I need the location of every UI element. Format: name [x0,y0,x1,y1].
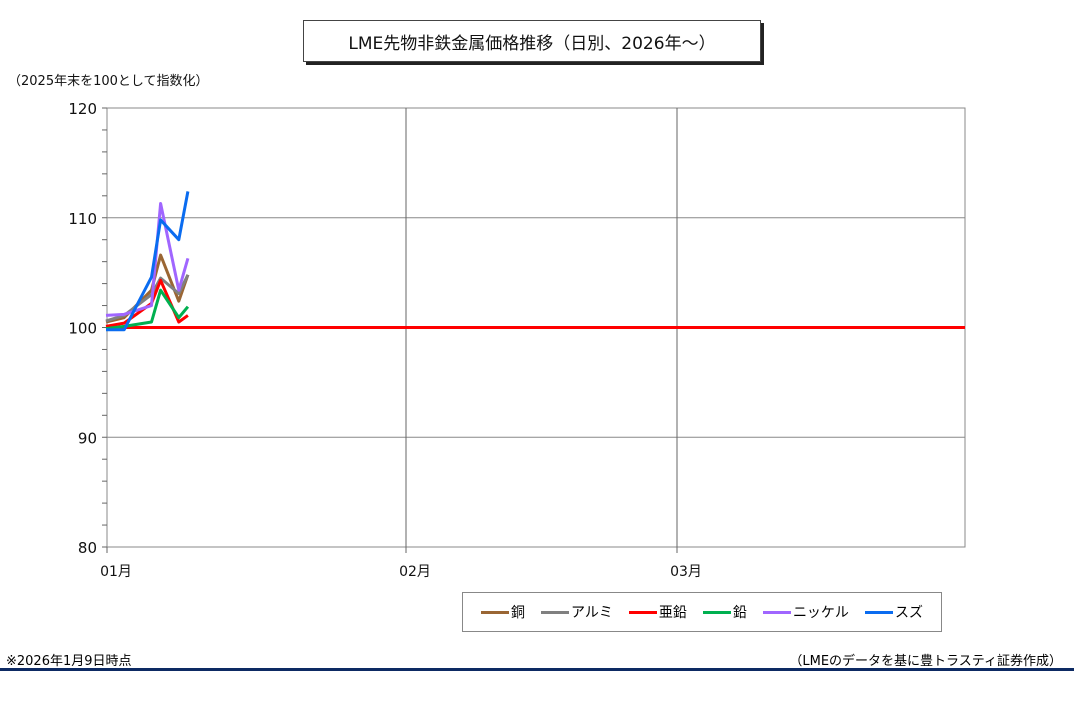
legend-item: アルミ [541,602,613,622]
legend-swatch [541,610,570,614]
legend-item: ニッケル [762,602,849,622]
y-axis-unit-label: （2025年末を100として指数化） [8,74,209,89]
y-tick-label: 120 [68,100,97,118]
legend-item: 亜鉛 [628,602,687,622]
legend-item: 鉛 [702,602,747,622]
series-line-2 [105,278,189,328]
legend-swatch [864,610,893,614]
legend-label: 銅 [511,605,525,621]
source-note: （LMEのデータを基に豊トラスティ証券作成） [789,654,1062,669]
y-tick-label: 90 [78,429,97,447]
x-tick-label: 01月 [100,564,132,580]
legend-swatch [481,610,509,614]
y-tick-label: 100 [68,320,97,338]
legend-label: 鉛 [732,605,747,621]
legend-swatch [628,610,657,614]
legend-label: スズ [894,605,923,621]
legend-label: ニッケル [792,605,849,621]
legend-label: アルミ [571,605,613,621]
x-tick-label: 02月 [399,564,431,580]
y-tick-label: 80 [78,539,97,557]
series-line-1 [105,274,190,323]
footnote: ※2026年1月9日時点 [6,654,132,669]
x-tick-label: 03月 [670,564,702,580]
legend-item: 銅 [481,602,525,622]
legend-item: スズ [864,602,923,622]
legend-swatch [702,610,731,614]
footer-divider [0,668,1074,671]
series-line-5 [106,191,190,332]
series-line-0 [105,253,190,324]
legend: 銅 アルミ 亜鉛 鉛 ニッケル スズ [462,592,942,632]
legend-label: 亜鉛 [658,605,687,621]
legend-swatch [762,610,791,614]
series-line-3 [105,288,190,331]
chart-title: LME先物非鉄金属価格推移（日別、2026年～） [303,20,761,62]
y-tick-label: 110 [68,210,97,228]
